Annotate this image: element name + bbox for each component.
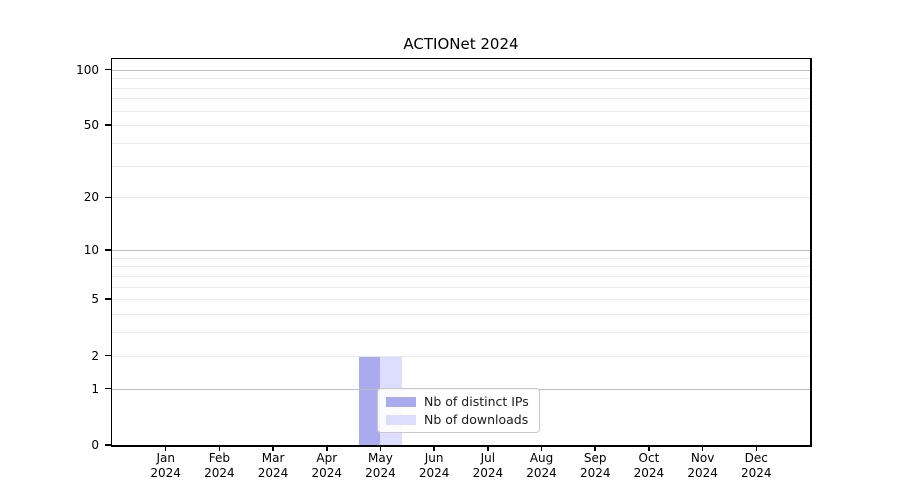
x-tick-month: Nov xyxy=(690,451,715,465)
gridline-major-10 xyxy=(112,249,810,251)
x-tick-year: 2024 xyxy=(579,466,611,480)
legend-swatch-distinct-ips-icon xyxy=(386,396,416,407)
gridline-minor-3 xyxy=(112,332,810,334)
gridline-major-100 xyxy=(112,69,810,71)
legend: Nb of distinct IPs Nb of downloads xyxy=(377,388,540,433)
x-tick-month: Jul xyxy=(480,451,496,465)
y-tick-label-10: 10 xyxy=(83,242,99,257)
x-tick-year: 2024 xyxy=(633,466,665,480)
x-tick-month: Feb xyxy=(208,451,230,465)
y-tick-label-2: 2 xyxy=(91,348,99,363)
x-tick-month: Mar xyxy=(261,451,285,465)
x-tick-year: 2024 xyxy=(365,466,396,480)
y-tick-label-100: 100 xyxy=(76,62,99,77)
x-tick-label-oct: Oct 2024 xyxy=(622,451,676,481)
legend-label-downloads: Nb of downloads xyxy=(424,412,529,427)
x-tick-label-nov: Nov 2024 xyxy=(676,451,730,481)
x-tick-dec xyxy=(755,446,758,451)
y-tick-label-0: 0 xyxy=(91,438,99,452)
gridline-minor-8 xyxy=(112,266,810,268)
x-tick-label-mar: Mar 2024 xyxy=(246,451,300,481)
x-tick-jan xyxy=(164,446,167,451)
chart-title: ACTIONet 2024 xyxy=(403,35,519,53)
x-tick-feb xyxy=(218,446,221,451)
gridline-minor-60 xyxy=(112,110,810,112)
x-tick-month: Sep xyxy=(583,451,607,465)
x-tick-aug xyxy=(540,446,543,451)
x-tick-year: 2024 xyxy=(257,466,289,480)
gridline-minor-5 xyxy=(112,299,810,301)
legend-entry-distinct-ips: Nb of distinct IPs xyxy=(386,394,529,409)
gridline-minor-70 xyxy=(112,98,810,100)
y-tick-0 xyxy=(104,444,111,446)
spine-top xyxy=(111,57,811,59)
x-tick-year: 2024 xyxy=(687,466,718,480)
x-tick-label-may: May 2024 xyxy=(353,451,407,481)
spine-left xyxy=(110,57,112,447)
x-tick-nov xyxy=(701,446,704,451)
gridline-minor-20 xyxy=(112,197,810,199)
x-tick-month: Aug xyxy=(529,451,554,465)
gridline-minor-30 xyxy=(112,165,810,167)
spine-right xyxy=(810,57,812,447)
gridline-minor-6 xyxy=(112,286,810,288)
y-tick-10 xyxy=(104,249,111,251)
y-tick-1 xyxy=(104,387,111,390)
x-tick-label-jan: Jan 2024 xyxy=(139,451,193,481)
x-tick-label-aug: Aug 2024 xyxy=(515,451,569,481)
gridline-minor-40 xyxy=(112,142,810,144)
x-tick-label-jul: Jul 2024 xyxy=(461,451,515,481)
x-tick-month: Jan xyxy=(156,451,175,465)
x-tick-label-jun: Jun 2024 xyxy=(407,451,461,481)
y-tick-100 xyxy=(104,68,111,71)
x-tick-jul xyxy=(487,446,489,451)
legend-swatch-downloads-icon xyxy=(386,414,416,425)
x-tick-year: 2024 xyxy=(526,466,557,480)
gridline-minor-50 xyxy=(112,125,810,127)
x-tick-year: 2024 xyxy=(204,466,235,480)
gridline-minor-7 xyxy=(112,275,810,277)
x-tick-jun xyxy=(433,446,435,451)
x-tick-year: 2024 xyxy=(150,466,181,480)
legend-label-distinct-ips: Nb of distinct IPs xyxy=(424,394,529,409)
y-tick-20 xyxy=(104,196,111,199)
x-tick-year: 2024 xyxy=(472,466,504,480)
x-tick-apr xyxy=(326,446,328,451)
y-tick-2 xyxy=(104,354,111,357)
x-tick-month: Jun xyxy=(424,451,444,465)
x-tick-sep xyxy=(594,446,596,451)
bar-nb-of-distinct-ips-may xyxy=(358,355,381,445)
x-tick-month: Dec xyxy=(744,451,768,465)
gridline-minor-80 xyxy=(112,87,810,89)
gridline-minor-9 xyxy=(112,257,810,259)
x-tick-month: May xyxy=(368,451,393,465)
x-tick-label-sep: Sep 2024 xyxy=(568,451,622,481)
y-tick-label-20: 20 xyxy=(83,190,99,205)
x-tick-year: 2024 xyxy=(418,466,450,480)
gridline-minor-90 xyxy=(112,78,810,80)
x-tick-oct xyxy=(648,446,650,451)
y-tick-label-1: 1 xyxy=(91,381,99,396)
x-tick-mar xyxy=(272,446,274,451)
x-tick-may xyxy=(379,446,382,451)
gridline-minor-2 xyxy=(112,355,810,357)
y-tick-5 xyxy=(104,298,111,300)
gridline-minor-4 xyxy=(112,314,810,316)
x-tick-month: Apr xyxy=(316,451,338,465)
x-tick-label-dec: Dec 2024 xyxy=(729,451,783,481)
x-tick-label-feb: Feb 2024 xyxy=(192,451,246,481)
y-tick-label-5: 5 xyxy=(91,292,99,307)
x-tick-month: Oct xyxy=(638,451,660,465)
x-tick-year: 2024 xyxy=(311,466,343,480)
spine-bottom xyxy=(111,445,811,447)
x-tick-label-apr: Apr 2024 xyxy=(300,451,354,481)
x-tick-year: 2024 xyxy=(741,466,772,480)
y-tick-50 xyxy=(104,124,111,126)
y-tick-label-50: 50 xyxy=(83,118,99,133)
legend-entry-downloads: Nb of downloads xyxy=(386,412,529,427)
